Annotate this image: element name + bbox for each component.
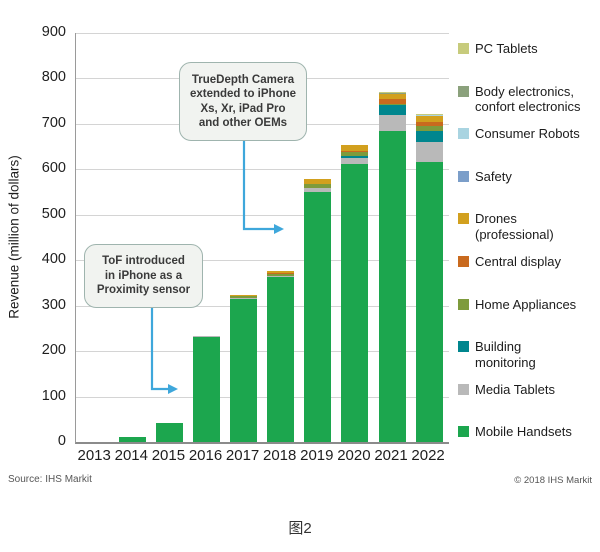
bar-segment <box>378 103 406 105</box>
copyright-note: © 2018 IHS Markit <box>514 475 592 486</box>
gridline <box>76 33 449 34</box>
x-tick-label: 2017 <box>225 447 260 464</box>
y-tick-label: 900 <box>41 24 66 40</box>
bar-segment <box>341 150 369 152</box>
bar-segment <box>415 125 443 131</box>
y-tick-label: 0 <box>57 433 66 449</box>
x-tick-label: 2021 <box>374 447 408 464</box>
legend-label: Central display <box>475 254 561 269</box>
x-tick-label: 2018 <box>263 447 297 464</box>
bar-segment <box>230 297 258 299</box>
legend-swatch-icon <box>458 426 469 438</box>
gridline <box>76 260 449 262</box>
legend-swatch-icon <box>458 170 469 182</box>
legend-swatch-icon <box>458 341 469 353</box>
y-tick-label: 400 <box>41 251 66 268</box>
plot-area <box>75 33 449 444</box>
x-tick-label: 2019 <box>300 447 334 464</box>
annotation-truedepth: TrueDepth Camera extended to iPhone Xs, … <box>179 62 307 141</box>
legend-item: Safety <box>458 169 600 185</box>
y-tick-label: 100 <box>41 387 66 404</box>
bar-segment <box>415 115 443 122</box>
legend-item: Drones (professional) <box>458 211 600 242</box>
bar-segment <box>378 99 406 104</box>
bar-segment <box>193 337 220 442</box>
legend-swatch-icon <box>458 128 469 140</box>
bar-segment <box>341 155 369 159</box>
y-tick-label: 600 <box>41 160 66 177</box>
x-tick-label: 2015 <box>151 447 186 464</box>
y-tick-label: 700 <box>41 114 66 131</box>
legend-item: Central display <box>458 254 600 270</box>
legend-item: Consumer Robots <box>458 126 600 142</box>
bar-segment <box>267 277 295 442</box>
annotation-tof: ToF introduced in iPhone as a Proximity … <box>84 244 203 308</box>
bar-segment <box>267 273 295 276</box>
bar-segment <box>304 179 332 185</box>
legend-label: Body electronics, confort electronics <box>475 83 581 115</box>
bar-segment <box>341 158 369 164</box>
bar-segment <box>415 161 443 442</box>
bar-segment <box>155 422 183 442</box>
bar-segment <box>341 151 369 156</box>
bar-segment <box>378 114 406 131</box>
figure-caption: 图2 <box>288 520 312 537</box>
y-tick-label: 300 <box>41 296 66 313</box>
gridline <box>76 305 449 307</box>
bar-segment <box>378 104 406 115</box>
x-tick-label: 2013 <box>77 447 111 464</box>
bar-segment <box>267 271 295 274</box>
bar-segment <box>230 296 258 298</box>
y-axis-title: Revenue (million of dollars) <box>6 155 22 319</box>
legend-label: Drones (professional) <box>475 211 554 242</box>
bar-segment <box>415 130 443 142</box>
legend-swatch-icon <box>458 383 469 395</box>
gridline <box>76 396 449 398</box>
legend-label: Mobile Handsets <box>475 424 572 440</box>
bar-segment <box>230 295 258 297</box>
legend-label: Home Appliances <box>475 296 577 312</box>
bar-segment <box>304 188 332 193</box>
legend-label: Consumer Robots <box>475 126 580 142</box>
legend-label: Media Tablets <box>475 381 555 397</box>
bar-segment <box>378 130 406 442</box>
bar-segment <box>193 336 220 338</box>
legend-label: Safety <box>475 168 512 184</box>
y-tick-label: 200 <box>41 342 66 359</box>
x-tick-label: 2016 <box>188 447 223 464</box>
y-tick-label: 500 <box>41 205 66 222</box>
bar-segment <box>267 275 295 278</box>
legend-swatch-icon <box>458 213 469 225</box>
legend-swatch-icon <box>458 256 469 267</box>
bar-segment <box>230 298 258 442</box>
legend-item: Media Tablets <box>458 382 600 398</box>
bar-segment <box>415 121 443 126</box>
bar-segment <box>304 184 332 189</box>
bar-segment <box>118 437 146 442</box>
y-tick-label: 800 <box>41 69 66 86</box>
x-tick-label: 2022 <box>411 447 445 464</box>
source-note: Source: IHS Markit <box>8 474 92 485</box>
legend-item: PC Tablets <box>458 41 600 57</box>
bar-segment <box>341 163 369 442</box>
bar-segment <box>341 144 369 151</box>
bar-segment <box>378 93 406 100</box>
x-tick-label: 2014 <box>114 447 148 464</box>
legend-item: Mobile Handsets <box>458 424 600 440</box>
legend-swatch-icon <box>458 85 469 97</box>
legend-swatch-icon <box>458 43 469 54</box>
x-tick-label: 2020 <box>337 447 371 464</box>
legend-label: Building monitoring <box>475 339 536 370</box>
legend-swatch-icon <box>458 298 469 310</box>
legend-item: Body electronics, confort electronics <box>458 84 600 115</box>
bar-segment <box>415 141 443 162</box>
gridline <box>76 351 449 353</box>
legend-item: Home Appliances <box>458 297 600 313</box>
legend-label: PC Tablets <box>475 41 538 56</box>
bar-segment <box>304 192 332 442</box>
legend-item: Building monitoring <box>458 339 600 370</box>
